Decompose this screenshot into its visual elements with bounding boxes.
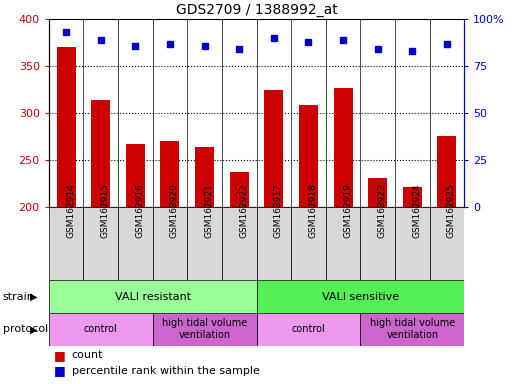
Bar	[429, 207, 464, 280]
Bar	[368, 178, 387, 207]
Bar	[153, 313, 256, 346]
Text: count: count	[72, 350, 103, 360]
Bar	[333, 88, 352, 207]
Bar	[49, 280, 256, 313]
Text: GSM162914: GSM162914	[66, 184, 75, 238]
Bar	[256, 313, 360, 346]
Bar	[118, 207, 153, 280]
Text: GSM162915: GSM162915	[101, 184, 110, 238]
Bar	[360, 313, 464, 346]
Bar	[49, 313, 153, 346]
Bar	[291, 207, 326, 280]
Text: GSM162924: GSM162924	[412, 184, 421, 238]
Text: GSM162921: GSM162921	[205, 184, 213, 238]
Bar	[230, 172, 249, 207]
Bar	[403, 187, 422, 207]
Text: ▶: ▶	[30, 324, 37, 334]
Text: GSM162920: GSM162920	[170, 184, 179, 238]
Bar	[395, 207, 429, 280]
Text: control: control	[291, 324, 325, 334]
Text: GSM162916: GSM162916	[135, 184, 144, 238]
Text: GSM162917: GSM162917	[274, 184, 283, 238]
Bar	[438, 136, 457, 207]
Text: VALI sensitive: VALI sensitive	[322, 291, 399, 302]
Text: VALI resistant: VALI resistant	[114, 291, 191, 302]
Bar	[195, 147, 214, 207]
Bar	[83, 207, 118, 280]
Text: GSM162923: GSM162923	[378, 184, 387, 238]
Text: GSM162922: GSM162922	[239, 184, 248, 238]
Text: strain: strain	[3, 291, 34, 302]
Bar	[153, 207, 187, 280]
Bar	[256, 207, 291, 280]
Text: percentile rank within the sample: percentile rank within the sample	[72, 366, 260, 376]
Text: high tidal volume
ventilation: high tidal volume ventilation	[162, 318, 247, 340]
Bar	[222, 207, 256, 280]
Text: GSM162918: GSM162918	[308, 184, 318, 238]
Bar	[299, 105, 318, 207]
Title: GDS2709 / 1388992_at: GDS2709 / 1388992_at	[175, 3, 338, 17]
Text: ■: ■	[54, 364, 66, 377]
Bar	[161, 141, 180, 207]
Text: GSM162919: GSM162919	[343, 184, 352, 238]
Text: control: control	[84, 324, 117, 334]
Bar	[49, 207, 83, 280]
Bar	[264, 90, 283, 207]
Bar	[256, 280, 464, 313]
Text: high tidal volume
ventilation: high tidal volume ventilation	[370, 318, 455, 340]
Bar	[360, 207, 395, 280]
Text: GSM162925: GSM162925	[447, 184, 456, 238]
Text: ■: ■	[54, 349, 66, 362]
Bar	[326, 207, 360, 280]
Bar	[126, 144, 145, 207]
Text: ▶: ▶	[30, 291, 37, 302]
Text: protocol: protocol	[3, 324, 48, 334]
Bar	[91, 100, 110, 207]
Bar	[187, 207, 222, 280]
Bar	[56, 48, 75, 207]
